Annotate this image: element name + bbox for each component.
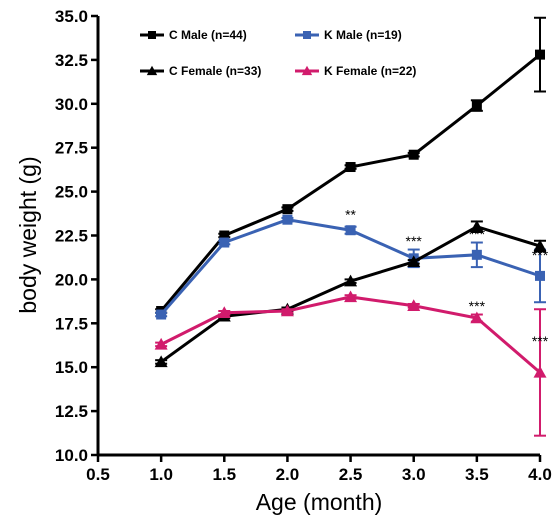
data-point: [470, 220, 484, 232]
legend-label: K Male (n=19): [324, 28, 402, 42]
significance-label: ***: [532, 247, 549, 263]
x-tick-label: 0.5: [86, 465, 110, 484]
y-tick-label: 30.0: [55, 95, 88, 114]
significance-label: ***: [406, 233, 423, 249]
data-point: [471, 249, 482, 260]
legend-swatch-marker: [146, 65, 158, 76]
annotation-layer: ***** ************: [345, 207, 549, 349]
data-point: [533, 365, 547, 378]
x-tick-label: 3.5: [465, 465, 489, 484]
axes: 10.0 12.5 15.0 17.5 20.0 22.5 25.0 27.5 30.0 32.5…: [55, 7, 552, 484]
y-tick-label: 35.0: [55, 7, 88, 26]
data-point: [280, 304, 294, 317]
data-point: [471, 100, 482, 111]
data-point: [154, 355, 168, 368]
data-point: [217, 306, 231, 318]
legend: C Male (n=44) K Male (n=19) C Female (n=33…: [140, 28, 416, 78]
y-tick-label: 22.5: [55, 227, 88, 246]
significance-label: ***: [469, 226, 486, 242]
data-point: [219, 230, 230, 241]
legend-label: C Male (n=44): [169, 28, 247, 42]
y-tick-label: 27.5: [55, 139, 88, 158]
series-3: [154, 290, 547, 437]
y-tick-label: 15.0: [55, 358, 88, 377]
legend-label: C Female (n=33): [169, 64, 261, 78]
legend-item: C Female (n=33): [140, 64, 261, 78]
x-tick-label: 3.0: [402, 465, 426, 484]
y-tick-label: 20.0: [55, 270, 88, 289]
data-point: [344, 274, 358, 287]
data-point: [407, 299, 421, 311]
x-tick-label: 2.0: [276, 465, 300, 484]
x-tick-label: 2.5: [339, 465, 363, 484]
x-tick-label: 1.0: [149, 465, 173, 484]
y-tick-label: 32.5: [55, 51, 88, 70]
series-line: [159, 53, 541, 312]
y-tick-label: 25.0: [55, 183, 88, 202]
series-0: [155, 16, 546, 317]
x-tick-label: 4.0: [528, 465, 552, 484]
y-tick-label: 12.5: [55, 402, 88, 421]
y-ticks: 10.0 12.5 15.0 17.5 20.0 22.5 25.0 27.5 30.0 32.5…: [55, 7, 98, 465]
legend-swatch-marker: [148, 31, 156, 39]
legend-item: C Male (n=44): [140, 28, 247, 42]
y-axis-title: body weight (g): [15, 156, 41, 313]
y-tick-label: 10.0: [55, 446, 88, 465]
x-tick-label: 1.5: [212, 465, 236, 484]
data-point: [345, 225, 356, 236]
data-point: [156, 309, 167, 320]
legend-swatch-marker: [301, 65, 313, 76]
x-axis-title: Age (month): [256, 489, 383, 515]
data-point: [219, 237, 230, 248]
significance-label: ***: [469, 298, 486, 314]
data-point: [344, 290, 358, 303]
y-tick-label: 17.5: [55, 314, 88, 333]
data-point: [535, 270, 545, 281]
data-point: [282, 204, 293, 215]
data-point: [533, 239, 547, 252]
data-point: [345, 162, 356, 173]
significance-label: **: [345, 207, 356, 223]
data-point: [535, 49, 545, 60]
data-point: [408, 149, 419, 160]
x-ticks: 0.5 1.0 1.5 2.0 2.5 3.0 3.5 4.0: [86, 455, 552, 484]
legend-label: K Female (n=22): [324, 64, 416, 78]
significance-label: ***: [532, 333, 549, 349]
data-point: [154, 337, 168, 350]
legend-swatch-marker: [303, 31, 311, 39]
data-point: [282, 214, 293, 225]
data-point: [470, 311, 484, 324]
series-layer: [154, 16, 547, 437]
data-point: [407, 255, 421, 268]
legend-item: K Male (n=19): [295, 28, 402, 42]
legend-item: K Female (n=22): [295, 64, 416, 78]
